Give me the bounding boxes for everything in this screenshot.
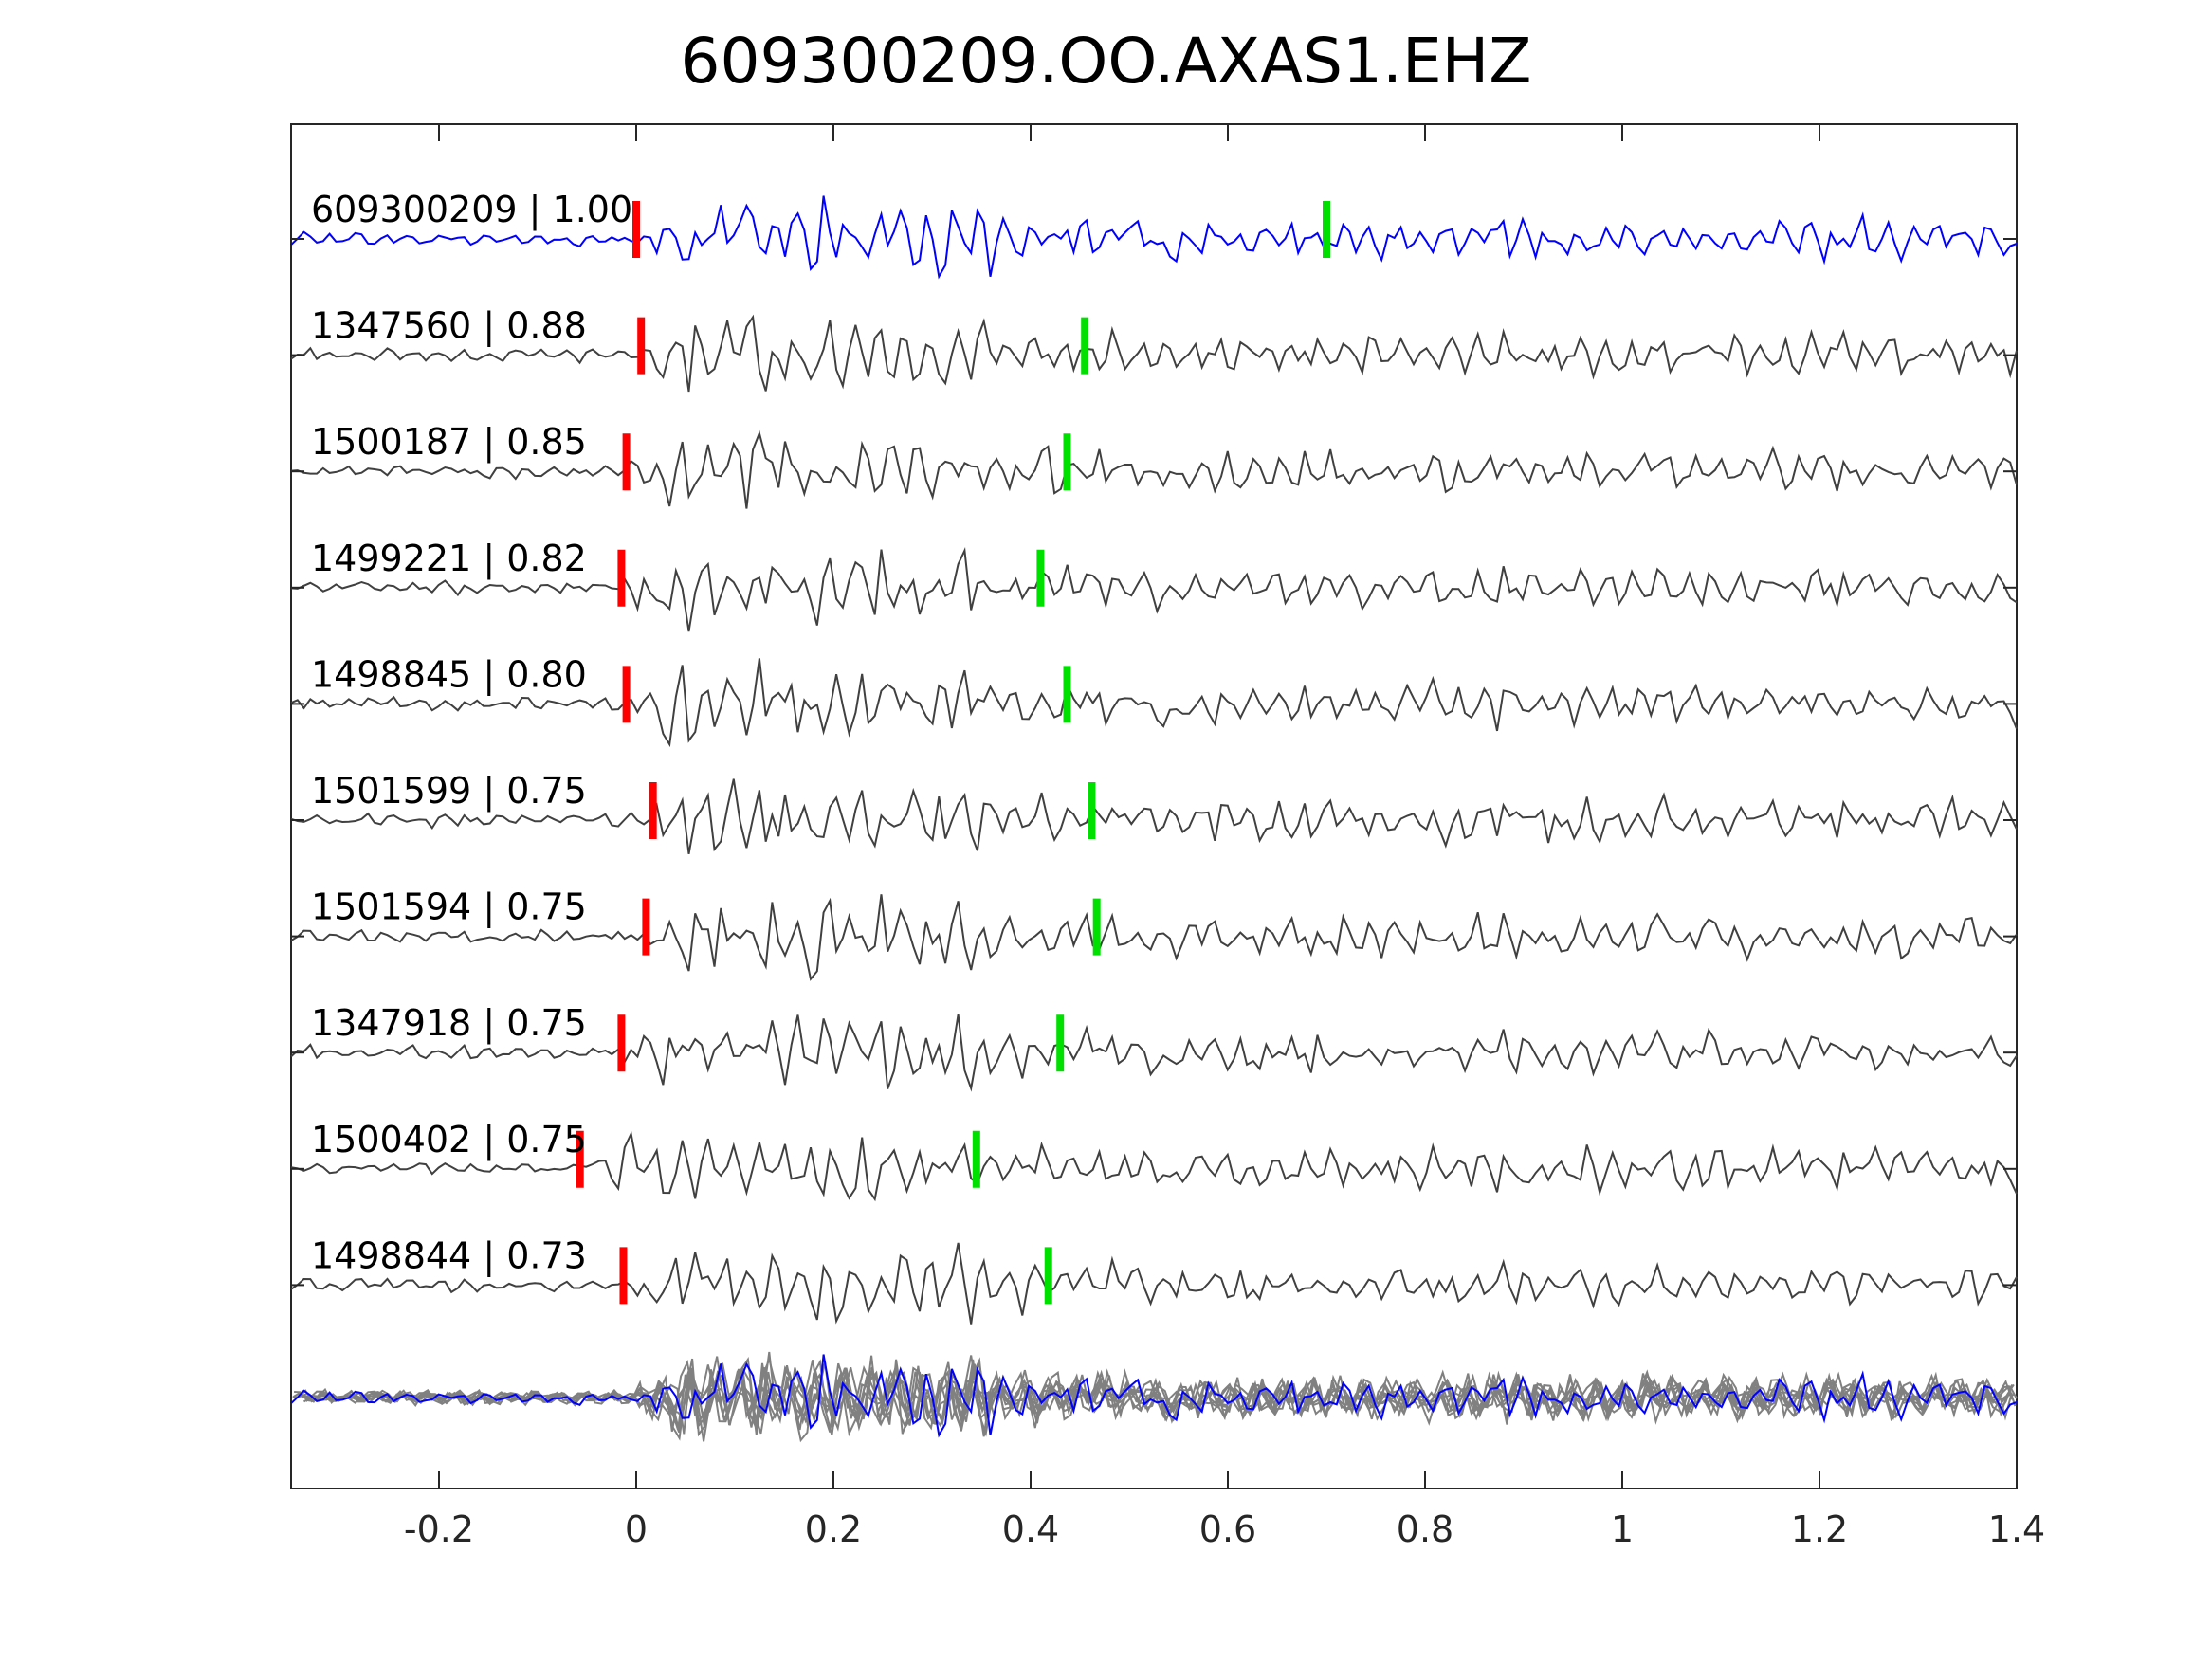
x-tick-label: 0.8 <box>1397 1508 1453 1550</box>
x-tick-label: 1 <box>1611 1508 1634 1550</box>
trace-line <box>290 429 2018 509</box>
trace-label: 1499221 | 0.82 <box>311 538 587 580</box>
trace-label: 1498845 | 0.80 <box>311 653 587 696</box>
trace-label: 1501599 | 0.75 <box>311 770 587 813</box>
chart-title: 609300209.OO.AXAS1.EHZ <box>680 25 1532 98</box>
x-tick-label: 0.4 <box>1002 1508 1059 1550</box>
overlay-trace-line <box>302 1355 2018 1437</box>
axes-frame <box>290 123 2018 1489</box>
overlay-trace-line <box>293 1356 2002 1432</box>
trace-line <box>290 314 2018 393</box>
picks-group <box>576 201 1330 1305</box>
x-tick-label: 0 <box>625 1508 648 1550</box>
trace-label: 609300209 | 1.00 <box>311 189 632 231</box>
x-tick-label: 0.2 <box>805 1508 862 1550</box>
x-tick-label: 1.2 <box>1791 1508 1848 1550</box>
trace-line <box>290 547 2018 632</box>
traces-group <box>290 195 2018 1325</box>
trace-line <box>290 195 2018 280</box>
trace-label: 1347918 | 0.75 <box>311 1002 587 1045</box>
trace-label: 1500402 | 0.75 <box>311 1119 587 1161</box>
trace-labels-group: 609300209 | 1.00 1347560 | 0.88 1500187 | … <box>311 189 632 1277</box>
trace-label: 1347560 | 0.88 <box>311 305 587 348</box>
trace-line <box>290 1014 2018 1092</box>
trace-label: 1501594 | 0.75 <box>311 886 587 929</box>
trace-label: 1500187 | 0.85 <box>311 421 587 464</box>
trace-line <box>290 658 2018 748</box>
x-tick-label: -0.2 <box>404 1508 474 1550</box>
overlay-template-line <box>290 1354 2018 1438</box>
trace-line <box>290 778 2018 854</box>
trace-line <box>290 1242 2018 1325</box>
x-tick-label: 0.6 <box>1199 1508 1256 1550</box>
trace-label: 1498844 | 0.73 <box>311 1234 587 1277</box>
trace-line <box>290 894 2018 981</box>
overlay-stack <box>290 1351 2018 1443</box>
x-axis: -0.2 0 0.2 0.4 0.6 0.8 1 1.2 1.4 <box>404 124 2045 1550</box>
x-tick-label: 1.4 <box>1988 1508 2045 1550</box>
